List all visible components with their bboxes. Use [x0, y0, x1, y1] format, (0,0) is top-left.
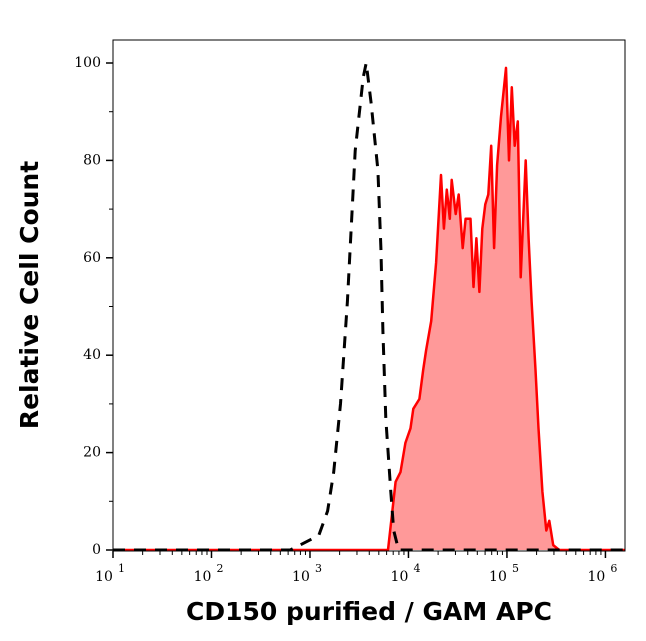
y-tick-label: 40	[83, 347, 101, 363]
y-tick-label: 20	[83, 445, 101, 461]
x-tick-label: 10	[292, 569, 310, 585]
y-tick-label: 60	[83, 250, 101, 266]
y-tick-label: 0	[92, 542, 101, 558]
x-tick-exponent: 4	[413, 562, 420, 575]
plot-frame	[112, 39, 626, 552]
x-tick-label: 10	[95, 569, 113, 585]
x-tick-label: 10	[588, 569, 606, 585]
y-axis-title: Relative Cell Count	[15, 161, 44, 429]
x-tick-exponent: 5	[512, 562, 519, 575]
y-axis: 0 20 40 60 80 100	[74, 55, 113, 558]
x-axis: 10 1 10 2 10 3 10 4 10 5 10 6	[95, 551, 617, 585]
x-tick-label: 10	[194, 569, 212, 585]
series-line-stained	[113, 66, 625, 552]
x-tick-exponent: 2	[216, 562, 223, 575]
x-axis-title: CD150 purified / GAM APC	[186, 597, 552, 626]
x-tick-exponent: 6	[610, 562, 617, 575]
x-tick-exponent: 3	[315, 562, 322, 575]
series-fill-stained	[113, 67, 625, 551]
series-line-control	[113, 62, 625, 552]
x-tick-label: 10	[391, 569, 409, 585]
x-tick-exponent: 1	[118, 562, 125, 575]
plot-area	[113, 62, 625, 552]
y-tick-label: 80	[83, 152, 101, 168]
y-tick-label: 100	[74, 55, 101, 71]
x-tick-label: 10	[489, 569, 507, 585]
